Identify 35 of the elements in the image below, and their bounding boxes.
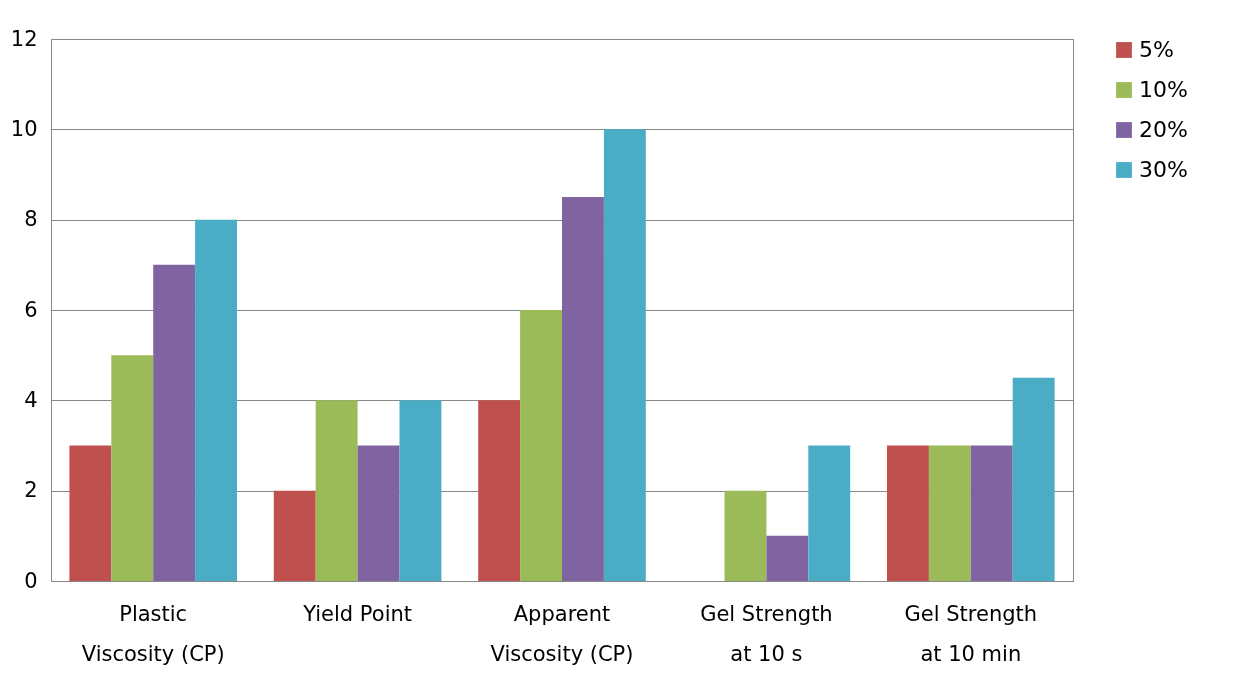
bar bbox=[69, 445, 112, 581]
x-tick-label: Plastic Viscosity (CP) bbox=[81, 601, 225, 666]
bar bbox=[399, 400, 442, 581]
x-tick-label: Gel Strength at 10 s bbox=[700, 601, 833, 666]
y-tick-label: 2 bbox=[24, 478, 38, 503]
y-tick-label: 8 bbox=[24, 207, 38, 232]
x-tick-label: Apparent Viscosity (CP) bbox=[490, 601, 634, 666]
bar bbox=[887, 445, 929, 581]
bar bbox=[111, 355, 154, 581]
bar bbox=[603, 129, 646, 581]
y-tick-label: 10 bbox=[10, 116, 38, 141]
bar bbox=[970, 445, 1013, 581]
legend-label: 5% bbox=[1139, 37, 1174, 62]
bar bbox=[195, 219, 237, 581]
bar bbox=[808, 445, 851, 581]
bar bbox=[1012, 377, 1055, 581]
y-tick-label: 0 bbox=[24, 568, 38, 593]
bar bbox=[273, 490, 316, 581]
bar bbox=[153, 264, 196, 581]
bar bbox=[724, 490, 767, 581]
bar bbox=[562, 197, 604, 581]
bar bbox=[315, 400, 358, 581]
bar bbox=[928, 445, 971, 581]
legend-label: 20% bbox=[1139, 117, 1188, 142]
bar bbox=[520, 310, 562, 581]
bar bbox=[766, 535, 809, 581]
y-tick-label: 6 bbox=[24, 297, 38, 322]
x-tick-label: Yield Point bbox=[302, 601, 413, 626]
legend-label: 10% bbox=[1139, 77, 1188, 102]
x-tick-label: Gel Strength at 10 min bbox=[904, 601, 1038, 666]
y-tick-label: 12 bbox=[10, 26, 38, 51]
y-tick-label: 4 bbox=[24, 387, 38, 412]
bar bbox=[478, 400, 521, 581]
bar bbox=[357, 445, 400, 581]
legend-label: 30% bbox=[1139, 157, 1188, 182]
